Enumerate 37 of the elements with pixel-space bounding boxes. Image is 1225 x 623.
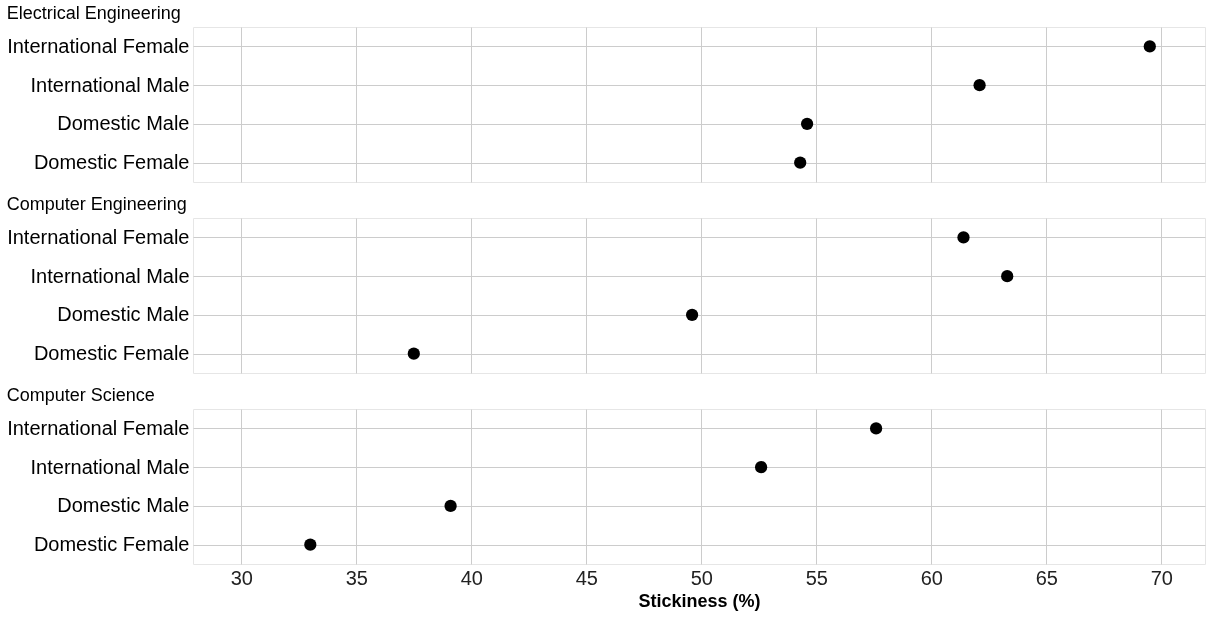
y-tick-label: Domestic Male bbox=[57, 112, 190, 135]
x-tick-label: 40 bbox=[460, 566, 483, 589]
point bbox=[800, 117, 814, 130]
x-tick-label: 30 bbox=[230, 566, 253, 589]
point bbox=[685, 308, 699, 321]
point bbox=[407, 347, 420, 360]
chart-title: Electrical Engineering bbox=[6, 3, 181, 23]
point bbox=[444, 499, 457, 512]
y-tick-label: Domestic Male bbox=[57, 494, 190, 517]
x-tick-label: 35 bbox=[345, 566, 368, 589]
point bbox=[304, 538, 317, 551]
y-tick-label: Domestic Female bbox=[33, 151, 190, 174]
y-tick-label: Domestic Female bbox=[33, 533, 190, 556]
y-tick-label: International Male bbox=[30, 455, 190, 478]
point bbox=[1143, 40, 1156, 53]
x-tick-label: 65 bbox=[1035, 566, 1058, 589]
x-tick-label: 60 bbox=[920, 566, 943, 589]
x-tick-label: 50 bbox=[690, 566, 713, 589]
y-tick-label: Domestic Male bbox=[57, 303, 190, 326]
point bbox=[754, 461, 768, 474]
x-tick-label: 70 bbox=[1150, 566, 1173, 589]
point bbox=[973, 79, 986, 92]
x-tick-label: 55 bbox=[805, 566, 828, 589]
x-tick-label: 45 bbox=[575, 566, 598, 589]
point bbox=[869, 422, 883, 435]
chart-title: Computer Science bbox=[6, 385, 155, 405]
point bbox=[957, 231, 970, 244]
point bbox=[1001, 270, 1014, 283]
chart-title: Computer Engineering bbox=[6, 194, 187, 214]
y-tick-label: Domestic Female bbox=[33, 342, 190, 365]
y-tick-label: International Female bbox=[7, 34, 190, 57]
y-tick-label: International Female bbox=[7, 416, 190, 439]
y-tick-label: International Male bbox=[30, 264, 190, 287]
point bbox=[794, 156, 807, 169]
y-tick-label: International Male bbox=[30, 73, 190, 96]
x-axis-title: Stickiness (%) bbox=[638, 590, 761, 611]
y-tick-label: International Female bbox=[7, 225, 190, 248]
